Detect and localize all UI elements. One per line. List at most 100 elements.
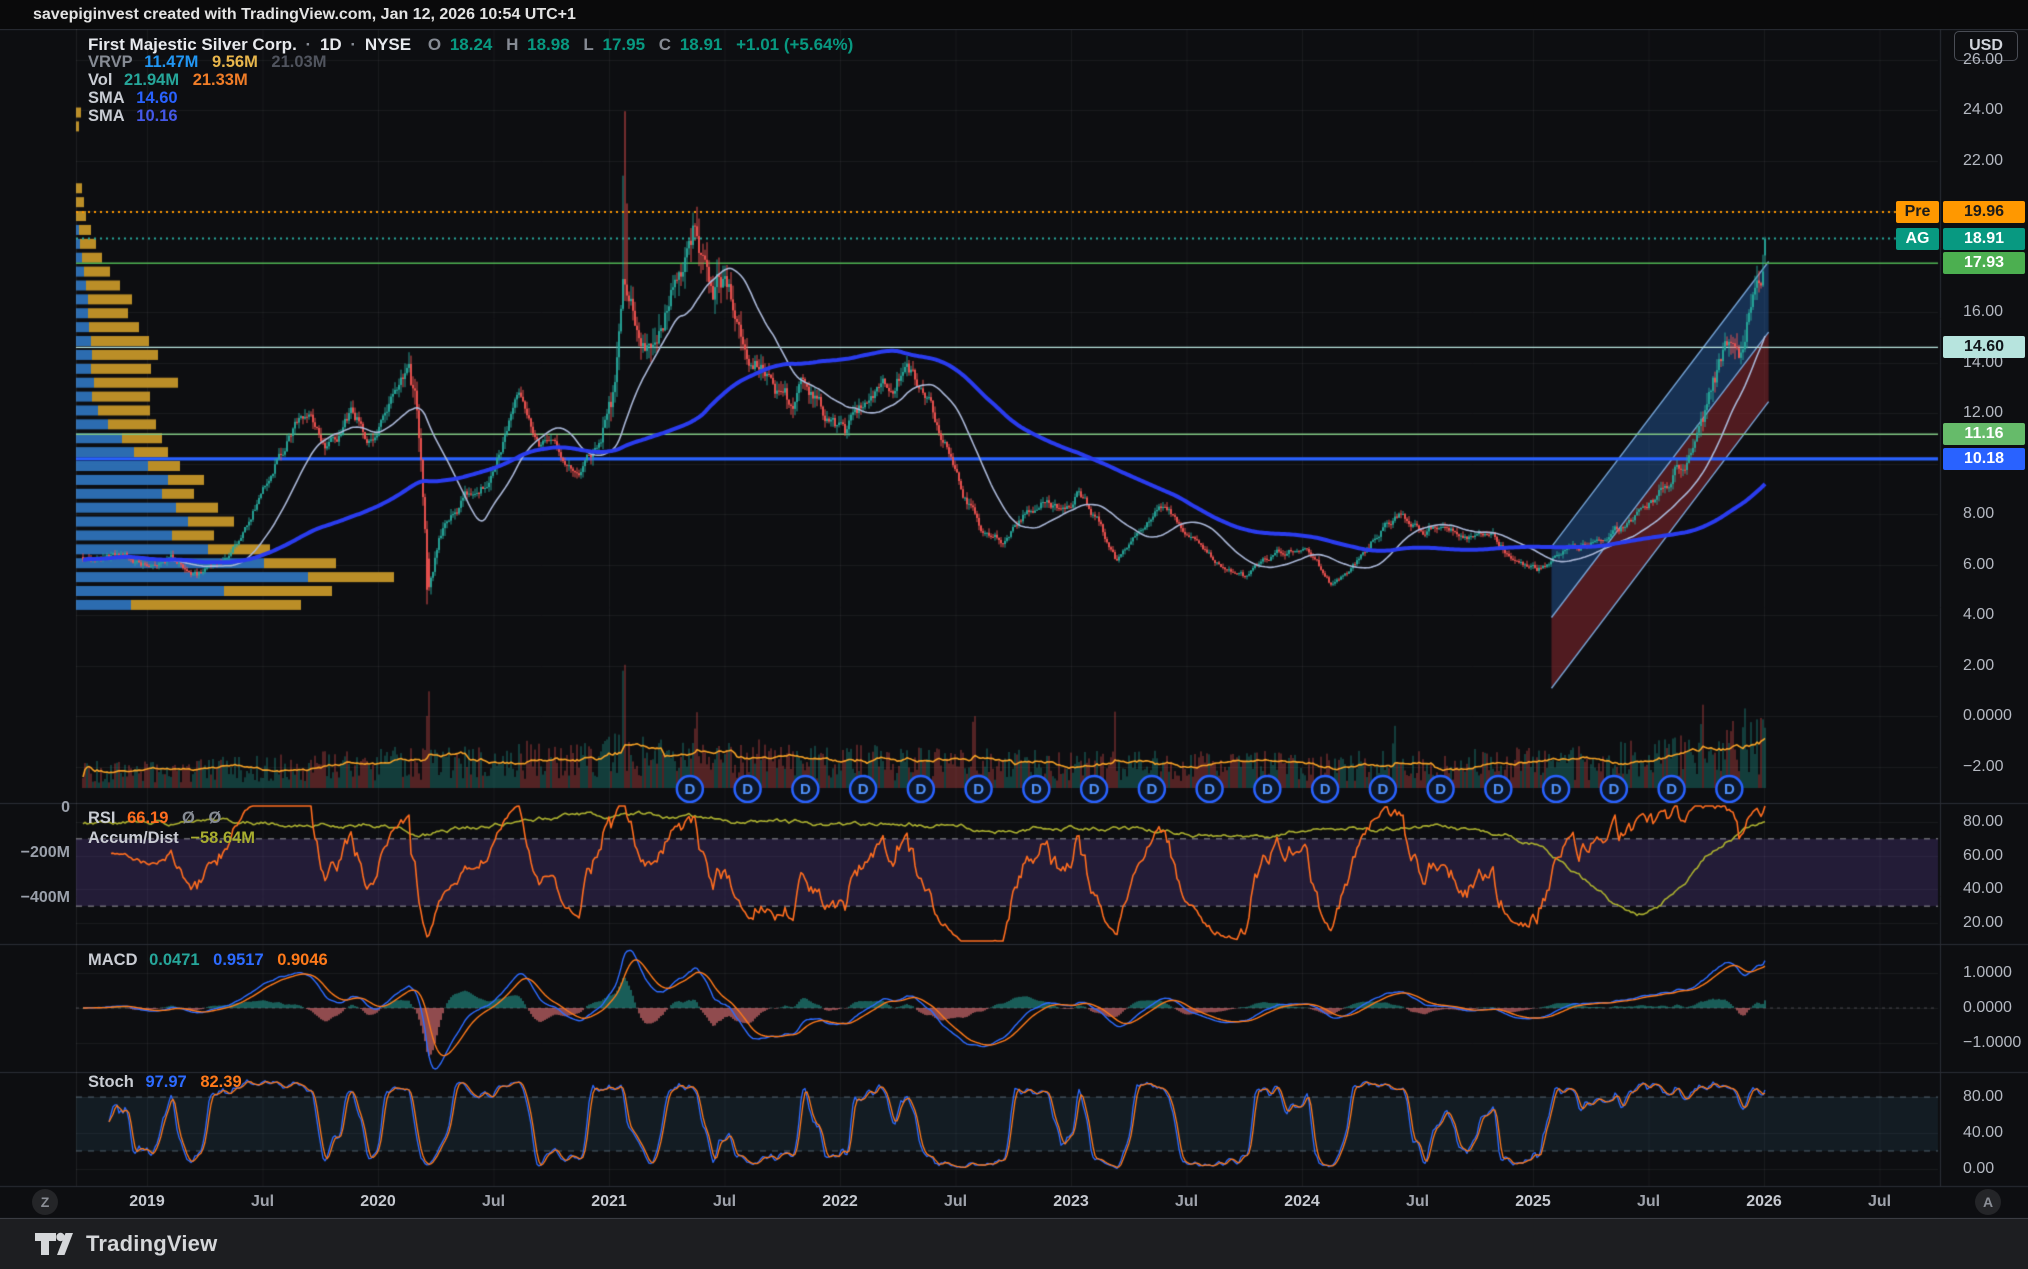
stoch-tick-40.00: 40.00 [1940,1124,2028,1142]
price-tick-4.00: 4.00 [1940,606,2028,624]
price-label-11.16: 11.16 [1943,423,2025,445]
legend-macd[interactable]: MACD 0.0471 0.9517 0.9046 [88,951,337,970]
stoch-d-value: 82.39 [200,1073,241,1091]
rsi-sym-2: Ø [208,809,221,827]
legend-sma-slow[interactable]: SMA 10.16 [88,107,187,126]
symbol-legend-row[interactable]: First Majestic Silver Corp. · 1D · NYSE … [88,35,862,54]
rsi-tick-20.00: 20.00 [1940,914,2028,932]
time-tick-Jul-3: Jul [482,1192,505,1212]
open-letter: O [428,35,441,54]
rsi-label: RSI [88,809,116,827]
price-label-17.93: 17.93 [1943,252,2025,274]
macd-tick-0.0000: 0.0000 [1940,999,2028,1017]
sma-slow-value: 10.16 [136,107,177,125]
separator-dot: · [306,35,312,54]
macd-tick-1.0000: 1.0000 [1940,964,2028,982]
change-value: +1.01 (+5.64%) [736,35,853,54]
price-tick-6.00: 6.00 [1940,556,2028,574]
time-tick-Jul-15: Jul [1868,1192,1891,1212]
price-label-prefix-Pre: Pre [1896,201,1939,223]
price-label-19.96: 19.96 [1943,201,2025,223]
exchange-label: NYSE [365,35,411,54]
accum-left-tick-−400M: −400M [21,889,70,907]
stoch-label: Stoch [88,1073,134,1091]
vrvp-value-2: 9.56M [212,53,258,71]
price-label-10.18: 10.18 [1943,448,2025,470]
vrvp-label: VRVP [88,53,133,71]
high-letter: H [506,35,518,54]
time-tick-Jul-9: Jul [1175,1192,1198,1212]
time-tick-2021-4: 2021 [591,1192,627,1212]
price-tick-2.00: 2.00 [1940,657,2028,675]
time-tick-2026-14: 2026 [1746,1192,1782,1212]
timeframe-label[interactable]: 1D [320,35,342,54]
legend-stoch[interactable]: Stoch 97.97 82.39 [88,1073,251,1092]
attribution-text: savepiginvest created with TradingView.c… [33,6,576,23]
price-tick-0.0000: 0.0000 [1940,707,2028,725]
chart-canvas[interactable] [0,0,2028,1269]
rsi-tick-80.00: 80.00 [1940,813,2028,831]
symbol-title: First Majestic Silver Corp. [88,35,297,54]
time-tick-Jul-13: Jul [1637,1192,1660,1212]
close-letter: C [659,35,671,54]
time-tick-Jul-11: Jul [1406,1192,1429,1212]
macd-signal-value: 0.9046 [277,951,327,969]
legend-rsi[interactable]: RSI 66.19 Ø Ø [88,809,230,828]
time-tick-2020-2: 2020 [360,1192,396,1212]
rsi-value: 66.19 [127,809,168,827]
accum-left-tick-0: 0 [61,799,70,817]
price-label-18.91: 18.91 [1943,228,2025,250]
time-tick-Jul-1: Jul [251,1192,274,1212]
close-value: 18.91 [680,35,723,54]
time-tick-2019-0: 2019 [129,1192,165,1212]
accum-label: Accum/Dist [88,829,179,847]
vol-label: Vol [88,71,112,89]
tradingview-wordmark[interactable]: TradingView [86,1231,217,1257]
rsi-sym-1: Ø [182,809,195,827]
macd-hist-value: 0.0471 [149,951,199,969]
rsi-tick-40.00: 40.00 [1940,880,2028,898]
legend-vrvp[interactable]: VRVP 11.47M 9.56M 21.03M [88,53,335,72]
time-tick-2023-8: 2023 [1053,1192,1089,1212]
vol-value-2: 21.33M [193,71,248,89]
time-tick-Jul-7: Jul [944,1192,967,1212]
left-scale[interactable]: 0 −200M −400M [0,0,76,1269]
legend-volume[interactable]: Vol 21.94M 21.33M [88,71,257,90]
stoch-tick-0.00: 0.00 [1940,1160,2028,1178]
stoch-tick-80.00: 80.00 [1940,1088,2028,1106]
tradingview-logo-icon[interactable] [34,1231,74,1257]
low-letter: L [583,35,593,54]
sma-label: SMA [88,89,125,107]
accum-left-tick-−200M: −200M [21,844,70,862]
vol-value-1: 21.94M [124,71,179,89]
macd-tick-−1.0000: −1.0000 [1940,1034,2028,1052]
rsi-tick-60.00: 60.00 [1940,847,2028,865]
auto-scale-button[interactable]: A [1975,1189,2001,1215]
sma-fast-value: 14.60 [136,89,177,107]
time-tick-2025-12: 2025 [1515,1192,1551,1212]
vrvp-value-1: 11.47M [144,53,198,71]
price-tick-12.00: 12.00 [1940,404,2028,422]
macd-line-value: 0.9517 [213,951,263,969]
time-tick-2024-10: 2024 [1284,1192,1320,1212]
accum-value: −58.64M [190,829,255,847]
price-tick-16.00: 16.00 [1940,303,2028,321]
price-tick-22.00: 22.00 [1940,152,2028,170]
price-tick-24.00: 24.00 [1940,101,2028,119]
price-label-14.60: 14.60 [1943,336,2025,358]
legend-accum-dist[interactable]: Accum/Dist −58.64M [88,829,264,848]
price-label-prefix-AG: AG [1896,228,1939,250]
legend-sma-fast[interactable]: SMA 14.60 [88,89,187,108]
macd-label: MACD [88,951,138,969]
tradingview-chart-window: savepiginvest created with TradingView.c… [0,0,2028,1269]
price-axis[interactable]: USD 26.0024.0022.0016.0014.0012.008.006.… [1940,0,2028,1269]
sma-label: SMA [88,107,125,125]
stoch-k-value: 97.97 [145,1073,186,1091]
price-tick-−2.00: −2.00 [1940,758,2028,776]
vrvp-value-3: 21.03M [271,53,326,71]
time-tick-2022-6: 2022 [822,1192,858,1212]
timezone-button[interactable]: Z [32,1189,58,1215]
footer-bar: TradingView [0,1218,2028,1269]
price-tick-8.00: 8.00 [1940,505,2028,523]
high-value: 18.98 [527,35,570,54]
